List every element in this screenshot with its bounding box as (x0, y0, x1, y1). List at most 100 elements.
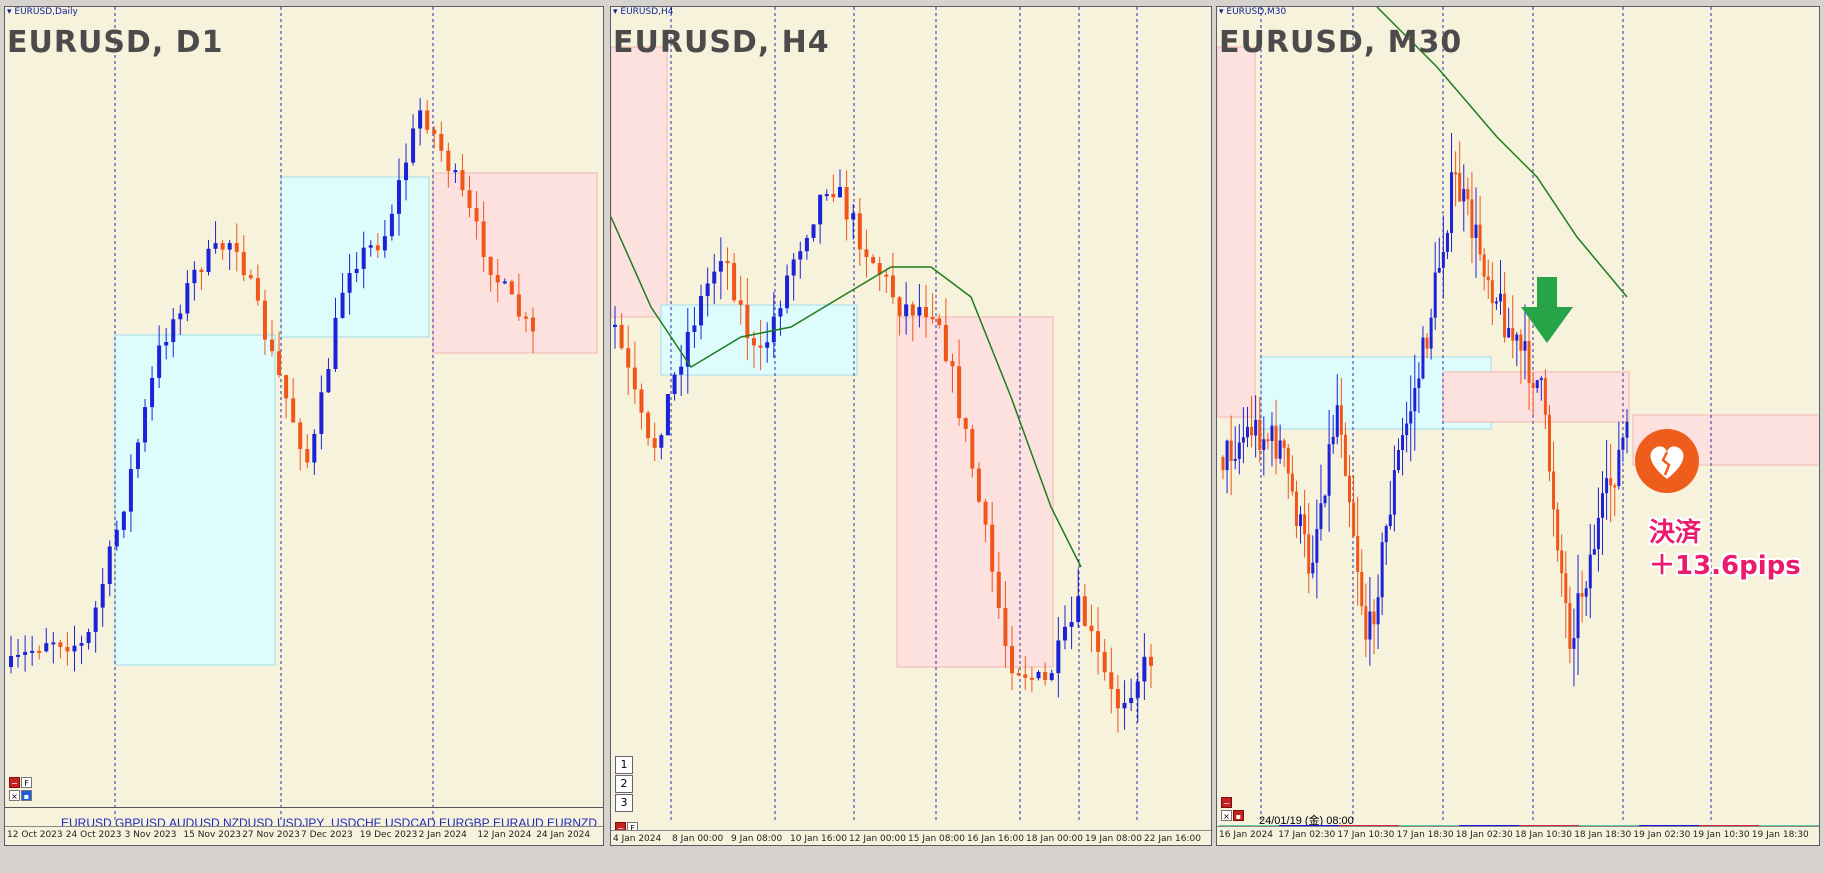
candle-body (1531, 382, 1535, 389)
candle-body (1221, 457, 1225, 471)
candle-body (1515, 334, 1519, 341)
candle-body (1564, 573, 1568, 603)
candle-body (248, 275, 253, 279)
x-tick-label: 18 Jan 02:30 (1455, 830, 1513, 840)
candle-body (857, 213, 862, 250)
candle-body (1429, 317, 1433, 349)
candle-body (1069, 622, 1074, 627)
select-icon[interactable]: ▪ (21, 790, 32, 801)
candle-body (439, 133, 444, 151)
chart-window-m30[interactable]: ▾ EURUSD,M30 EURUSD, M30 − × ▪ 24/01/19 … (1216, 6, 1820, 846)
select-icon[interactable]: ▪ (1233, 810, 1244, 821)
candle-body (983, 501, 988, 525)
candle-body (1490, 280, 1494, 304)
candle-body (460, 170, 465, 191)
price-chart-d1[interactable] (5, 7, 604, 846)
pips-label: ＋13.6pips (1649, 551, 1801, 581)
candle-body (1003, 608, 1008, 647)
candle-body (738, 300, 743, 305)
candle-body (150, 377, 155, 408)
x-tick-label: 19 Jan 02:30 (1633, 830, 1691, 840)
candle-body (375, 245, 380, 251)
candle-body (1384, 526, 1388, 543)
candle-body (798, 251, 803, 260)
x-tick-label: 8 Jan 00:00 (672, 834, 724, 844)
x-tick-label: 12 Jan 00:00 (849, 834, 906, 844)
candle-body (943, 325, 948, 362)
button-3[interactable]: 3 (615, 794, 633, 812)
candle-body (1135, 681, 1140, 698)
candle-body (1010, 646, 1015, 674)
candle-body (785, 275, 790, 309)
candle-body (135, 442, 140, 469)
candle-body (1076, 596, 1081, 623)
candle-body (1122, 702, 1127, 709)
collapse-icon[interactable]: ▾ (1219, 7, 1227, 17)
candle-body (1388, 514, 1392, 527)
candle-body (890, 275, 895, 298)
price-chart-h4[interactable] (611, 7, 1212, 846)
x-tick-label: 27 Nov 2023 (242, 830, 300, 840)
button-2[interactable]: 2 (615, 775, 633, 793)
price-chart-m30[interactable] (1217, 7, 1820, 846)
chart-symbol-title: EURUSD, M30 (1219, 25, 1463, 60)
candle-body (114, 529, 119, 547)
collapse-icon[interactable]: ▾ (7, 7, 15, 17)
candle-body (1405, 423, 1409, 436)
candle-body (1062, 626, 1067, 641)
supply-zone (896, 316, 1054, 668)
button-1[interactable]: 1 (615, 756, 633, 774)
candle-body (1360, 571, 1364, 607)
x-tick-label: 12 Oct 2023 (7, 830, 63, 840)
candle-body (347, 272, 352, 293)
candle-body (128, 468, 133, 512)
candle-body (930, 317, 935, 320)
close-icon[interactable]: × (9, 790, 20, 801)
x-tick-label: 24 Jan 2024 (536, 830, 591, 840)
candle-body (851, 213, 856, 220)
candle-body (1507, 328, 1511, 338)
close-icon[interactable]: × (1221, 810, 1232, 821)
candle-body (100, 583, 105, 608)
candle-body (86, 631, 91, 644)
candle-body (1274, 425, 1278, 459)
candle-body (1129, 697, 1134, 703)
candle-body (1225, 440, 1229, 471)
collapse-icon[interactable]: ▾ (613, 7, 621, 17)
candle-body (1036, 671, 1041, 679)
candle-body (389, 213, 394, 237)
window-title: ▾ EURUSD,H4 (613, 7, 674, 21)
chart-symbol-title: EURUSD, D1 (7, 25, 224, 60)
candle-body (924, 307, 929, 318)
chart-window-h4[interactable]: ▾ EURUSD,H4 EURUSD, H4 1 2 3 − F × ▪ 24/… (610, 6, 1212, 846)
candle-body (1458, 172, 1462, 202)
f-button[interactable]: F (21, 777, 32, 788)
candle-body (340, 292, 345, 318)
chart-window-d1[interactable]: ▾ EURUSD,Daily EURUSD, D1 − F × ▪ EURUSD… (4, 6, 604, 846)
close-panel-icon[interactable]: − (1221, 797, 1232, 808)
demand-zone (114, 334, 276, 666)
candle-body (1372, 611, 1376, 625)
candle-body (1556, 509, 1560, 551)
candle-body (1613, 485, 1617, 488)
candle-body (1016, 673, 1021, 676)
candle-body (613, 324, 617, 327)
candle-body (1466, 189, 1470, 200)
candle-body (937, 318, 942, 326)
candle-body (495, 274, 500, 283)
candle-body (171, 319, 176, 343)
close-panel-icon[interactable]: − (9, 777, 20, 788)
x-tick-label: 17 Jan 02:30 (1278, 830, 1336, 840)
candle-body (751, 338, 756, 346)
demand-zone (280, 176, 430, 338)
candle-body (516, 294, 521, 317)
candle-body (1621, 437, 1625, 450)
candle-body (1299, 514, 1303, 527)
candle-body (1421, 337, 1425, 379)
candle-body (227, 243, 232, 250)
candle-body (957, 366, 962, 419)
chart-symbol-title: EURUSD, H4 (613, 25, 830, 60)
candle-body (646, 412, 651, 439)
candle-body (44, 643, 49, 652)
candle-body (679, 366, 684, 375)
